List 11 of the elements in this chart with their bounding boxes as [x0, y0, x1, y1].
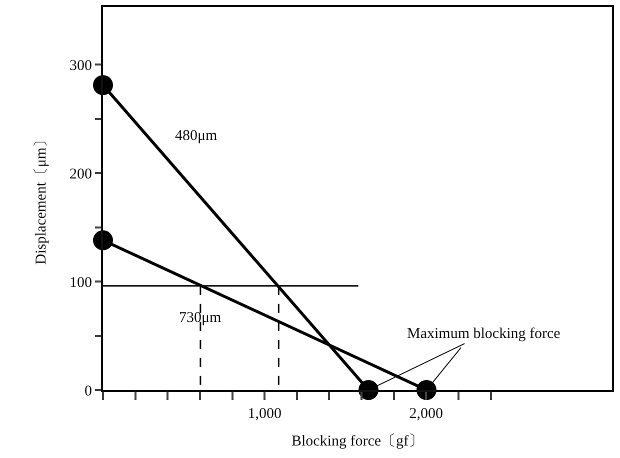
- x-tick-label: 2,000: [409, 406, 444, 422]
- y-tick-label: 100: [70, 274, 92, 291]
- y-tick-label: 300: [70, 58, 92, 74]
- annotation: 480μm: [175, 128, 218, 144]
- y-tick-label: 0: [84, 383, 92, 400]
- annotation: 730μm: [179, 310, 222, 326]
- x-tick-label: 1,000: [248, 406, 282, 422]
- x-axis-title: Blocking force〔gf〕: [291, 432, 424, 450]
- y-tick-label: 200: [70, 166, 92, 182]
- annotation: Maximum blocking force: [407, 326, 561, 342]
- y-axis-title: Displacement〔μm〕: [32, 132, 50, 265]
